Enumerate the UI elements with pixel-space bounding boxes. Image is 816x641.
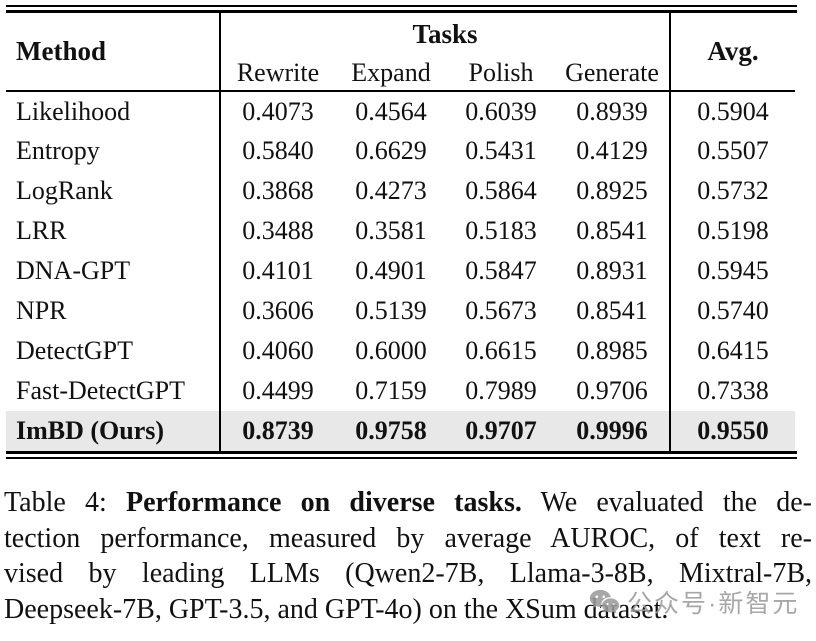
column-header-avg: Avg. bbox=[669, 13, 795, 91]
caption-line: vised by leading LLMs (Qwen2-7B, Llama-3… bbox=[4, 558, 812, 589]
value-cell: 0.4901 bbox=[355, 256, 427, 285]
watermark-text: 公众号·新智元 bbox=[627, 590, 800, 618]
value-cell: 0.5183 bbox=[465, 216, 537, 245]
value-cell: 0.8541 bbox=[576, 296, 648, 325]
method-cell: ImBD (Ours) bbox=[6, 411, 220, 451]
caption-label: Table 4: bbox=[4, 487, 126, 518]
results-table: Method Tasks Avg. Rewrite Expand Polish … bbox=[6, 5, 797, 459]
value-cell: 0.4564 bbox=[355, 96, 427, 126]
table-row: Fast-DetectGPT 0.4499 0.7159 0.7989 0.97… bbox=[6, 371, 795, 411]
value-cell: 0.4101 bbox=[219, 251, 335, 291]
value-cell: 0.9758 bbox=[335, 411, 447, 451]
value-cell: 0.5139 bbox=[355, 296, 427, 325]
table-row: DNA-GPT 0.4101 0.4901 0.5847 0.8931 0.59… bbox=[6, 251, 795, 291]
table-row: DetectGPT 0.4060 0.6000 0.6615 0.8985 0.… bbox=[6, 331, 795, 371]
value-cell: 0.6615 bbox=[465, 336, 537, 365]
column-header-polish: Polish bbox=[468, 57, 534, 87]
value-cell: 0.8931 bbox=[576, 256, 648, 285]
value-cell: 0.5431 bbox=[465, 136, 537, 165]
table-row: LRR 0.3488 0.3581 0.5183 0.8541 0.5198 bbox=[6, 211, 795, 251]
value-cell: 0.5673 bbox=[465, 296, 537, 325]
method-cell: Fast-DetectGPT bbox=[16, 376, 185, 405]
table-row-ours-highlighted: ImBD (Ours) 0.8739 0.9758 0.9707 0.9996 … bbox=[6, 411, 795, 451]
results-table-body: Method Tasks Avg. Rewrite Expand Polish … bbox=[6, 10, 797, 454]
value-cell: 0.8739 bbox=[219, 411, 335, 451]
column-header-method: Method bbox=[16, 36, 106, 66]
method-cell: NPR bbox=[16, 296, 67, 325]
method-cell: DNA-GPT bbox=[16, 256, 131, 285]
value-cell: 0.6039 bbox=[465, 96, 537, 126]
method-cell: LogRank bbox=[16, 176, 113, 205]
column-header-expand: Expand bbox=[351, 57, 431, 87]
value-cell: 0.7159 bbox=[355, 376, 427, 405]
header-row-groups: Method Tasks Avg. bbox=[6, 13, 795, 91]
value-cell: 0.7989 bbox=[465, 376, 537, 405]
value-cell: 0.4060 bbox=[219, 331, 335, 371]
table-row: NPR 0.3606 0.5139 0.5673 0.8541 0.5740 bbox=[6, 291, 795, 331]
value-cell: 0.8985 bbox=[576, 336, 648, 365]
column-header-generate: Generate bbox=[565, 57, 659, 87]
method-cell: LRR bbox=[16, 216, 67, 245]
value-cell: 0.6629 bbox=[355, 136, 427, 165]
method-cell: Likelihood bbox=[16, 96, 131, 126]
caption-bold-title: Performance on diverse tasks. bbox=[125, 487, 522, 518]
value-cell: 0.3868 bbox=[219, 171, 335, 211]
value-cell: 0.3488 bbox=[219, 211, 335, 251]
table-row: LogRank 0.3868 0.4273 0.5864 0.8925 0.57… bbox=[6, 171, 795, 211]
column-group-tasks: Tasks bbox=[219, 13, 670, 55]
avg-cell: 0.5198 bbox=[669, 211, 795, 251]
value-cell: 0.9707 bbox=[447, 411, 555, 451]
value-cell: 0.5864 bbox=[465, 176, 537, 205]
value-cell: 0.4273 bbox=[355, 176, 427, 205]
method-cell: DetectGPT bbox=[16, 336, 133, 365]
value-cell: 0.5840 bbox=[219, 131, 335, 171]
value-cell: 0.9996 bbox=[555, 411, 670, 451]
method-cell: Entropy bbox=[16, 136, 100, 165]
watermark: 公众号·新智元 bbox=[589, 584, 799, 620]
value-cell: 0.6000 bbox=[355, 336, 427, 365]
caption-line: Deepseek-7B, GPT-3.5, and GPT-4o) on the… bbox=[4, 593, 669, 625]
avg-cell: 0.5732 bbox=[669, 171, 795, 211]
value-cell: 0.8541 bbox=[576, 216, 648, 245]
avg-cell: 0.5945 bbox=[669, 251, 795, 291]
value-cell: 0.8939 bbox=[576, 96, 648, 126]
caption-line: Table 4: Performance on diverse tasks. W… bbox=[4, 485, 812, 521]
caption-text: We evaluated the de- bbox=[521, 487, 812, 518]
avg-cell: 0.5740 bbox=[669, 291, 795, 331]
table-row: Entropy 0.5840 0.6629 0.5431 0.4129 0.55… bbox=[6, 131, 795, 171]
table-row: Likelihood 0.4073 0.4564 0.6039 0.8939 0… bbox=[6, 91, 795, 131]
value-cell: 0.3606 bbox=[219, 291, 335, 331]
avg-cell: 0.6415 bbox=[669, 331, 795, 371]
value-cell: 0.8925 bbox=[576, 176, 648, 205]
caption-line: tection performance, measured by average… bbox=[4, 522, 812, 554]
wechat-icon bbox=[589, 589, 620, 614]
table-body: Likelihood 0.4073 0.4564 0.6039 0.8939 0… bbox=[6, 91, 795, 451]
table-caption: Table 4: Performance on diverse tasks. W… bbox=[4, 485, 812, 627]
avg-cell: 0.9550 bbox=[669, 411, 795, 451]
value-cell: 0.4073 bbox=[219, 91, 335, 131]
value-cell: 0.9706 bbox=[576, 376, 648, 405]
value-cell: 0.5847 bbox=[465, 256, 537, 285]
avg-cell: 0.5507 bbox=[669, 131, 795, 171]
value-cell: 0.3581 bbox=[355, 216, 427, 245]
table-header: Method Tasks Avg. Rewrite Expand Polish … bbox=[6, 13, 795, 91]
column-header-rewrite: Rewrite bbox=[219, 55, 335, 91]
performance-table: Method Tasks Avg. Rewrite Expand Polish … bbox=[6, 13, 795, 451]
header-row-tasks: Rewrite Expand Polish Generate bbox=[6, 55, 795, 91]
value-cell: 0.4499 bbox=[219, 371, 335, 411]
avg-cell: 0.5904 bbox=[669, 91, 795, 131]
avg-cell: 0.7338 bbox=[669, 371, 795, 411]
value-cell: 0.4129 bbox=[576, 136, 648, 165]
